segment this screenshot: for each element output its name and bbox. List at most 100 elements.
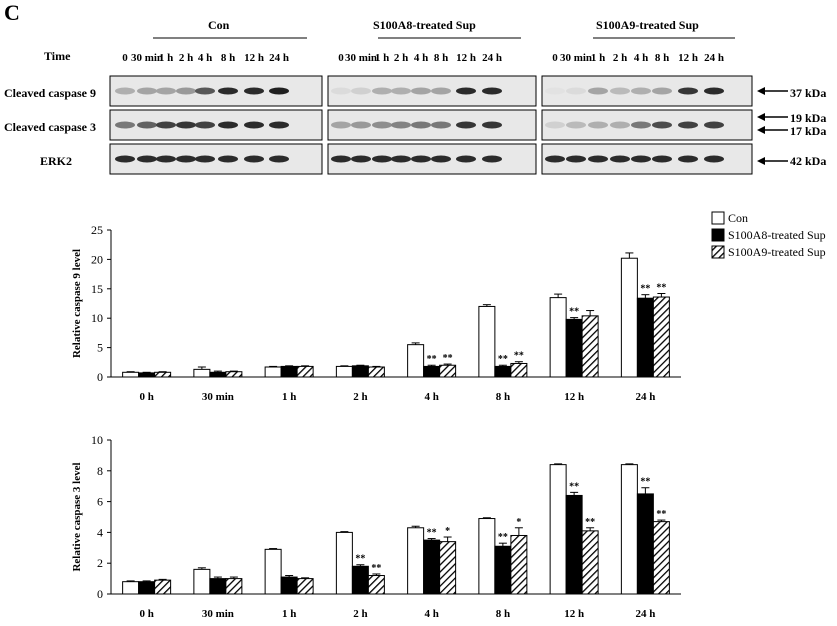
bar [510, 534, 528, 595]
x-tick-label: 8 h [496, 391, 510, 403]
bar [280, 365, 298, 378]
y-tick-label: 20 [91, 252, 103, 266]
bar [296, 365, 314, 378]
bar [122, 581, 140, 595]
blot-band [372, 121, 392, 129]
y-tick-label: 15 [91, 282, 103, 296]
bar [565, 494, 583, 595]
bar [652, 296, 670, 378]
y-tick-label: 8 [97, 464, 103, 478]
bar [367, 575, 385, 595]
x-tick-label: 4 h [424, 608, 438, 620]
blot-band [218, 121, 238, 129]
blot-band [678, 155, 698, 163]
bar [549, 464, 567, 595]
legend-swatch [711, 245, 725, 259]
y-tick-label: 25 [91, 223, 103, 237]
bar [407, 344, 425, 378]
blot-time-label: 30 min [131, 52, 163, 64]
bar [478, 518, 496, 595]
bar [280, 576, 298, 595]
significance-mark: ** [443, 353, 453, 364]
blot-group-s100a8: S100A8-treated Sup [373, 18, 476, 32]
x-tick-label: 0 h [139, 608, 153, 620]
blot-band [137, 87, 157, 95]
significance-mark: ** [656, 509, 666, 520]
blot-time-label: 0 [122, 52, 128, 64]
marker-37kda: 37 kDa [790, 86, 827, 100]
bar [154, 371, 172, 378]
blot-time-label: 1 h [159, 52, 173, 64]
blot-band [244, 87, 264, 95]
blot-band [431, 121, 451, 129]
blot-band [631, 121, 651, 129]
bar [209, 371, 227, 378]
bar [335, 531, 353, 595]
blot-time-label: 1 h [591, 52, 605, 64]
blot-group-con: Con [208, 18, 230, 32]
blot-band [351, 87, 371, 95]
blot-band [652, 121, 672, 129]
blot-band [610, 121, 630, 129]
y-tick-label: 0 [97, 370, 103, 384]
blot-band [545, 155, 565, 163]
blot-band [588, 155, 608, 163]
legend-label: Con [728, 211, 748, 225]
significance-mark: ** [498, 532, 508, 543]
blot-band [351, 155, 371, 163]
x-tick-label: 30 min [202, 391, 234, 403]
blot-time-label: 4 h [198, 52, 212, 64]
bar [264, 548, 282, 595]
y-axis-label: Relative caspase 3 level [71, 462, 83, 571]
chart-2: 0 2 4 6 8 10 Relative caspase 3 level 0 h 30 min… [71, 433, 681, 620]
blot-band [566, 87, 586, 95]
bar [138, 581, 156, 595]
x-tick-label: 4 h [424, 391, 438, 403]
bar [407, 527, 425, 595]
blot-band [331, 87, 351, 95]
blot-time-label: 8 h [434, 52, 448, 64]
marker-arrowhead [757, 113, 765, 121]
blot-time-label: 8 h [655, 52, 669, 64]
bar [636, 297, 654, 378]
bar [351, 365, 369, 378]
blot-band [244, 155, 264, 163]
bar [549, 297, 567, 378]
blot-band [176, 121, 196, 129]
blot-band [269, 87, 289, 95]
blot-time-label: 4 h [634, 52, 648, 64]
significance-mark: ** [640, 284, 650, 295]
blot-band [652, 155, 672, 163]
blot-time-label: 24 h [482, 52, 502, 64]
blot-band [704, 155, 724, 163]
significance-mark: ** [498, 354, 508, 365]
significance-mark: ** [656, 283, 666, 294]
blot-band [218, 155, 238, 163]
blot-band [411, 121, 431, 129]
blot-time-label: 12 h [244, 52, 264, 64]
y-tick-label: 5 [97, 341, 103, 355]
marker-17kda: 17 kDa [790, 124, 827, 138]
blot-band [156, 155, 176, 163]
blot-band [704, 121, 724, 129]
bar [225, 578, 243, 595]
x-tick-label: 30 min [202, 608, 234, 620]
blot-band [156, 121, 176, 129]
significance-mark: * [516, 517, 521, 528]
blot-time-label: 30 min [560, 52, 592, 64]
x-tick-label: 12 h [564, 608, 584, 620]
blot-band [545, 87, 565, 95]
blot-band [411, 87, 431, 95]
blot-band [482, 87, 502, 95]
blot-band [431, 155, 451, 163]
blot-band [115, 87, 135, 95]
blot-band [218, 87, 238, 95]
blot-row-erk2: ERK2 [40, 154, 73, 168]
bar [494, 365, 512, 378]
blot-band [195, 155, 215, 163]
bar [367, 366, 385, 378]
x-tick-label: 24 h [635, 608, 655, 620]
bar [138, 372, 156, 378]
blot-band [269, 121, 289, 129]
